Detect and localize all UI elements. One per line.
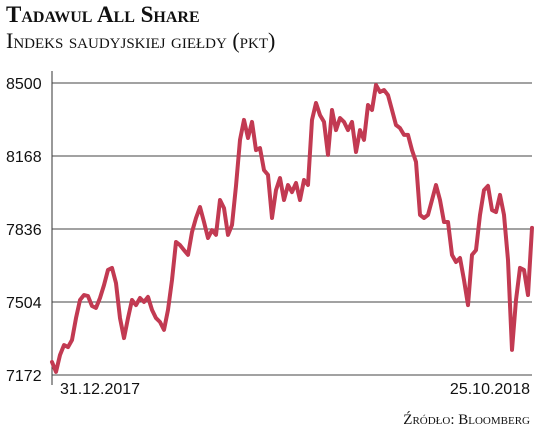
chart-title: Tadawul All Share	[6, 2, 200, 27]
y-tick-label: 7172	[6, 368, 42, 385]
y-tick-label: 8500	[6, 76, 42, 93]
y-tick-label: 8168	[6, 149, 42, 166]
source: Źródło: Bloomberg	[403, 411, 530, 428]
chart-subtitle: Indeks saudyjskiej giełdy (pkt)	[6, 28, 275, 53]
y-tick-label: 7504	[6, 295, 42, 312]
x-tick-label: 31.12.2017	[60, 381, 140, 398]
y-tick-label: 7836	[6, 222, 42, 239]
line	[50, 83, 534, 374]
x-tick-label: 25.10.2018	[450, 381, 530, 398]
